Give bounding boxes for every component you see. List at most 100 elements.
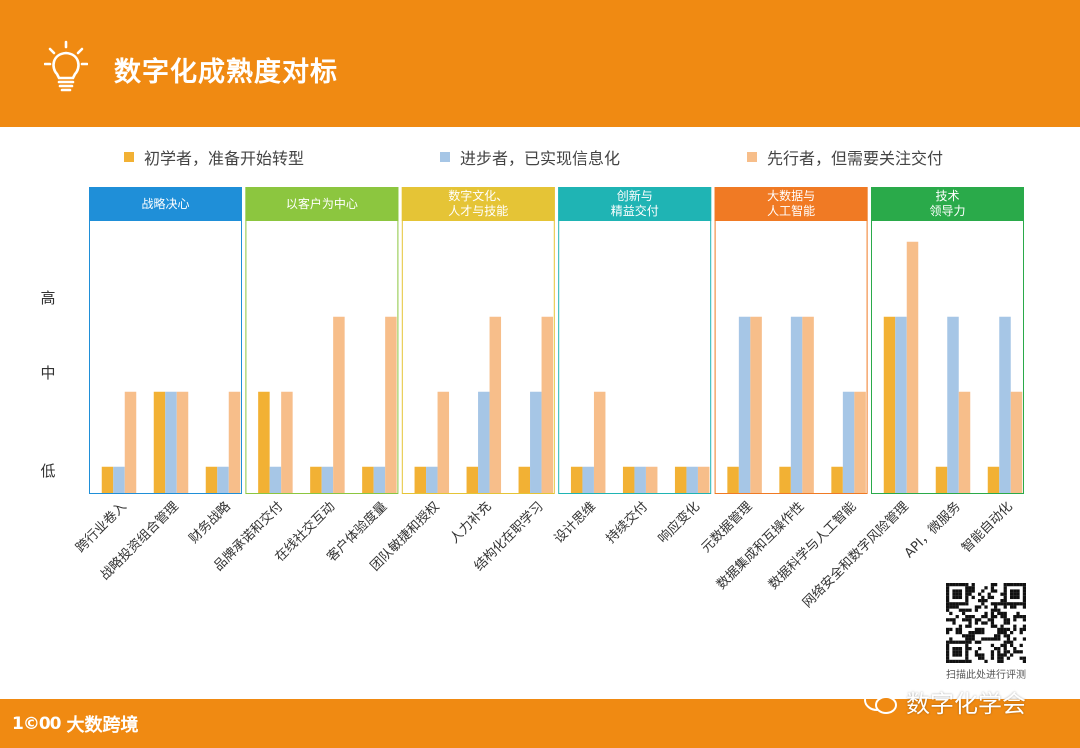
- qr-module: [946, 659, 950, 663]
- qr-module: [971, 637, 975, 641]
- qr-module: [1000, 643, 1004, 648]
- qr-module: [997, 631, 1001, 635]
- qr-module: [1019, 627, 1023, 632]
- qr-module: [965, 650, 969, 654]
- qr-module: [952, 602, 956, 606]
- bar: [258, 391, 270, 493]
- bar: [831, 466, 843, 493]
- brand-name: 大数跨境: [66, 715, 139, 736]
- qr-module: [952, 592, 956, 596]
- footer-brand: 1©00 大数跨境: [12, 711, 139, 737]
- legend-item-beginner: 初学者，准备开始转型: [124, 145, 304, 169]
- qr-module: [990, 586, 995, 590]
- qr-module: [994, 647, 998, 651]
- y-level-label: 中: [40, 364, 55, 382]
- qr-module: [981, 653, 985, 657]
- qr-module: [1000, 599, 1004, 603]
- qr-module: [984, 621, 988, 625]
- qr-module: [965, 647, 969, 651]
- qr-module: [1016, 583, 1020, 587]
- qr-module: [958, 640, 963, 644]
- qr-module: [965, 592, 969, 596]
- legend-swatch-progressive: [440, 152, 450, 162]
- qr-module: [1022, 583, 1026, 587]
- qr-module: [946, 656, 950, 660]
- qr-module: [952, 653, 956, 657]
- qr-module: [1019, 650, 1023, 654]
- qr-module: [997, 659, 1001, 663]
- qr-module: [968, 640, 972, 644]
- bar: [842, 391, 855, 493]
- bar: [124, 391, 137, 493]
- qr-module: [965, 637, 969, 641]
- qr-module: [1003, 618, 1007, 622]
- qr-module: [1000, 602, 1004, 606]
- qr-module: [978, 627, 982, 632]
- y-level-label: 高: [40, 289, 55, 307]
- bar: [530, 391, 542, 493]
- qr-module: [965, 602, 969, 606]
- qr-module: [955, 592, 959, 596]
- qr-module: [955, 605, 959, 609]
- qr-module: [968, 608, 972, 612]
- qr-module: [978, 653, 982, 657]
- bar: [1010, 391, 1023, 493]
- qr-module: [1003, 589, 1007, 593]
- category-panel: [558, 187, 712, 494]
- qr-module: [955, 583, 959, 587]
- qr-module: [990, 621, 995, 625]
- qr-module: [984, 611, 988, 616]
- qr-module: [1022, 595, 1026, 600]
- qr-module: [946, 592, 950, 596]
- qr-module: [1022, 602, 1026, 606]
- qr-module: [981, 615, 985, 619]
- qr-module: [974, 653, 979, 657]
- category-label: 数据集成和互操作性: [713, 499, 807, 593]
- qr-module: [965, 653, 969, 657]
- bar: [362, 466, 374, 493]
- qr-module: [952, 589, 956, 593]
- qr-module: [968, 647, 972, 651]
- qr-module: [955, 647, 959, 651]
- legend-label-progressive: 进步者，已实现信息化: [460, 149, 621, 168]
- qr-module: [962, 602, 966, 606]
- qr-module: [1019, 602, 1023, 606]
- qr-module: [994, 615, 998, 619]
- qr-module: [974, 640, 979, 644]
- qr-module: [962, 583, 966, 587]
- qr-module: [971, 595, 975, 600]
- qr-module: [1006, 621, 1011, 625]
- qr-module: [965, 608, 969, 612]
- qr-module: [968, 631, 972, 635]
- bar: [333, 316, 345, 493]
- qr-module: [1010, 653, 1014, 657]
- qr-module: [978, 592, 982, 596]
- qr-module: [952, 621, 956, 625]
- qr-module: [978, 656, 982, 660]
- qr-module: [946, 608, 950, 612]
- qr-code[interactable]: [946, 583, 1026, 663]
- legend-swatch-beginner: [124, 152, 134, 162]
- qr-module: [1016, 595, 1020, 600]
- qr-module: [949, 602, 953, 606]
- qr-module: [965, 634, 969, 638]
- bar: [987, 466, 1000, 493]
- qr-module: [1006, 634, 1011, 638]
- qr-module: [1006, 637, 1011, 641]
- qr-module: [965, 659, 969, 663]
- qr-module: [958, 647, 963, 651]
- bar: [101, 466, 114, 493]
- qr-module: [997, 637, 1001, 641]
- qr-module: [965, 618, 969, 622]
- qr-module: [974, 605, 979, 609]
- panel-header: [714, 187, 868, 221]
- qr-module: [1022, 637, 1026, 641]
- qr-module: [968, 589, 972, 593]
- qr-module: [974, 631, 979, 635]
- qr-module: [1003, 653, 1007, 657]
- panel-header: [89, 187, 242, 221]
- qr-module: [1016, 650, 1020, 654]
- qr-module: [958, 583, 963, 587]
- qr-module: [1010, 605, 1014, 609]
- bar: [570, 466, 583, 493]
